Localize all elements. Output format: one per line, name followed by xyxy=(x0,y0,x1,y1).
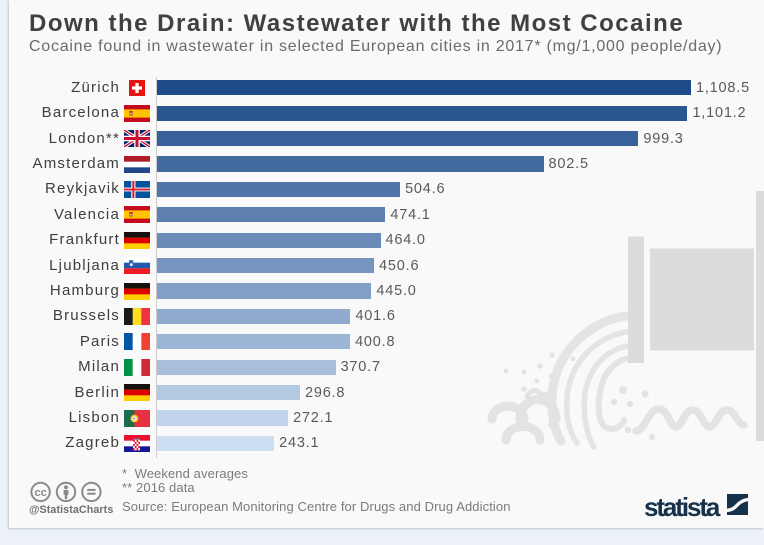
svg-text:cc: cc xyxy=(34,487,46,499)
